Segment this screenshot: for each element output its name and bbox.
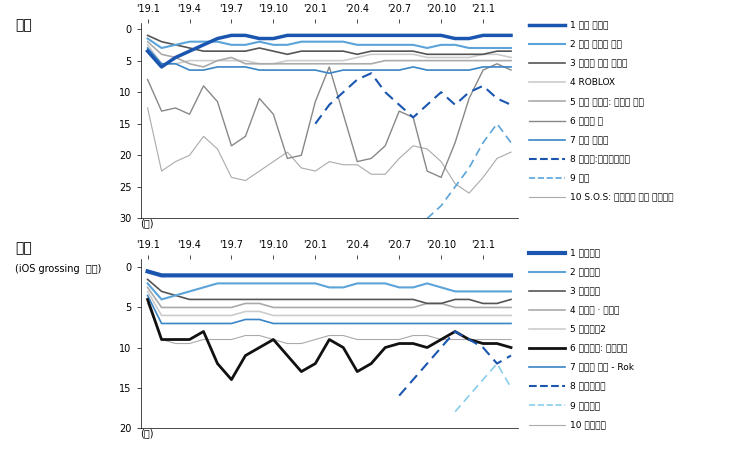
Text: 중국: 중국	[15, 241, 32, 255]
Text: 10 슬토지빈: 10 슬토지빈	[570, 420, 605, 429]
Text: 6 포켓몬 고: 6 포켓몬 고	[570, 116, 603, 125]
Text: 7 빙고 블리츠: 7 빙고 블리츠	[570, 135, 608, 144]
Text: 9 원신: 9 원신	[570, 173, 589, 182]
Text: 1 코인 마스터: 1 코인 마스터	[570, 20, 608, 30]
Text: 5 로드 모바일: 제국의 전쟁: 5 로드 모바일: 제국의 전쟁	[570, 97, 644, 106]
Text: (위): (위)	[141, 218, 154, 228]
Text: 2 화평정영: 2 화평정영	[570, 267, 600, 276]
Text: (iOS grossing  기준): (iOS grossing 기준)	[15, 264, 101, 274]
Text: 6 투라대륙: 무혼교성: 6 투라대륙: 무혼교성	[570, 344, 628, 353]
Text: 10 S.O.S: 스테이트 오브 서바이벌: 10 S.O.S: 스테이트 오브 서바이벌	[570, 192, 673, 202]
Text: 5 전민기적2: 5 전민기적2	[570, 324, 605, 334]
Text: 8 레이드:새도우레전드: 8 레이드:새도우레전드	[570, 154, 630, 163]
Text: 9 일념소요: 9 일념소요	[570, 401, 600, 410]
Text: 8 천애명월도: 8 천애명월도	[570, 382, 605, 391]
Text: 3 가레나 프리 파이어: 3 가레나 프리 파이어	[570, 59, 628, 68]
Text: 4 삼국지 · 전략판: 4 삼국지 · 전략판	[570, 305, 619, 314]
Text: 3 몽환서유: 3 몽환서유	[570, 286, 600, 295]
Text: (위): (위)	[141, 428, 154, 438]
Text: 7 만국의 각성 - Rok: 7 만국의 각성 - Rok	[570, 363, 633, 372]
Text: 2 캔디 크러시 사가: 2 캔디 크러시 사가	[570, 40, 622, 49]
Text: 1 왕자영요: 1 왕자영요	[570, 248, 600, 257]
Text: 미국: 미국	[15, 18, 32, 32]
Text: 4 ROBLOX: 4 ROBLOX	[570, 78, 615, 87]
